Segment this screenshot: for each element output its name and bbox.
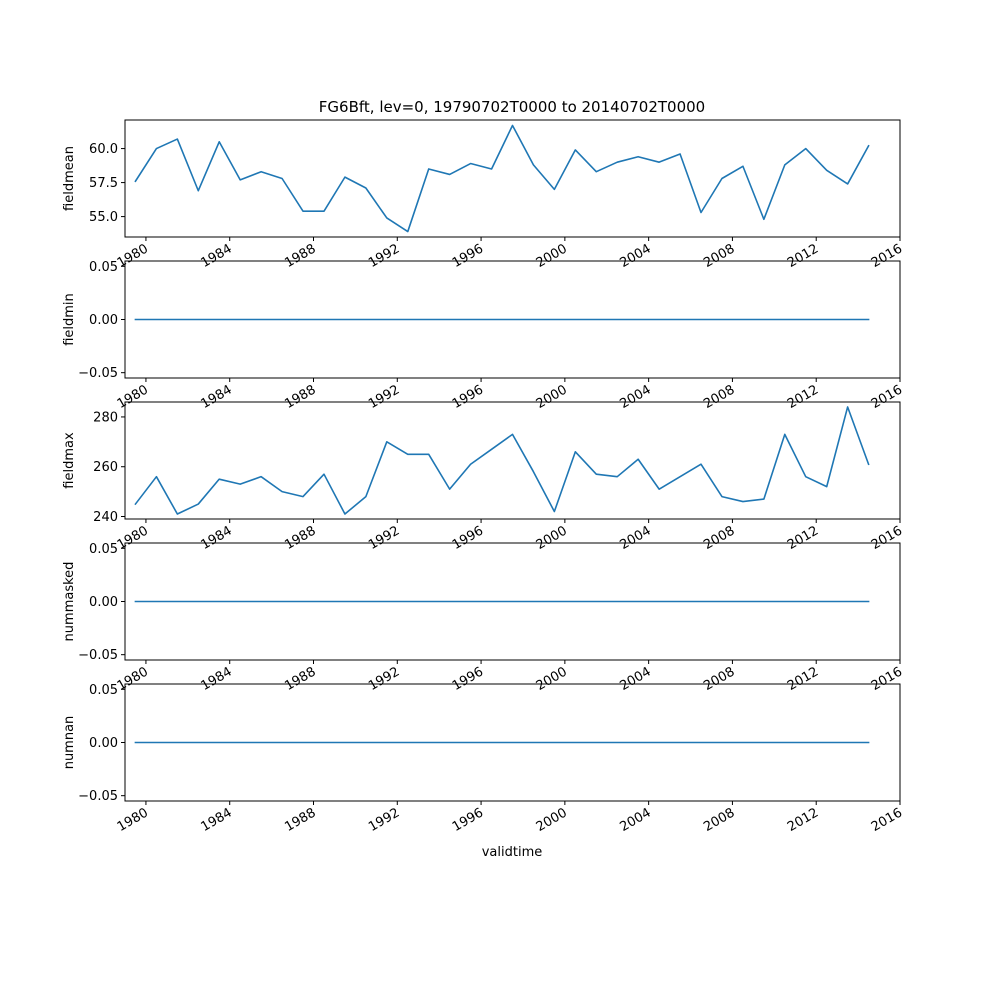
y-tick-label: 260	[93, 460, 118, 475]
y-tick-label: −0.05	[78, 789, 118, 804]
y-tick-label: 280	[93, 410, 118, 425]
y-tick-label: 0.05	[89, 542, 118, 557]
y-tick-label: 60.0	[89, 142, 118, 157]
x-axis-label: validtime	[482, 845, 543, 860]
y-tick-label: 240	[93, 510, 118, 525]
y-tick-label: 0.00	[89, 736, 118, 751]
y-axis-label: nummasked	[62, 562, 77, 642]
axes-frame	[124, 119, 901, 238]
y-tick-label: 0.05	[89, 260, 118, 275]
series-line-fieldmean	[134, 124, 870, 233]
series-line-fieldmax	[134, 406, 870, 515]
y-tick-label: −0.05	[78, 648, 118, 663]
y-tick-label: 0.00	[89, 595, 118, 610]
chart-title: FG6Bft, lev=0, 19790702T0000 to 20140702…	[319, 98, 705, 116]
y-tick-label: 55.0	[89, 210, 118, 225]
y-axis-label: fieldmax	[62, 432, 77, 489]
y-tick-label: −0.05	[78, 366, 118, 381]
y-axis-label: fieldmean	[62, 146, 77, 211]
y-axis-label: fieldmin	[62, 293, 77, 346]
y-axis-label: numnan	[62, 716, 77, 770]
y-tick-label: 0.00	[89, 313, 118, 328]
axes-frame	[124, 401, 901, 520]
y-tick-label: 0.05	[89, 683, 118, 698]
y-tick-label: 57.5	[89, 176, 118, 191]
